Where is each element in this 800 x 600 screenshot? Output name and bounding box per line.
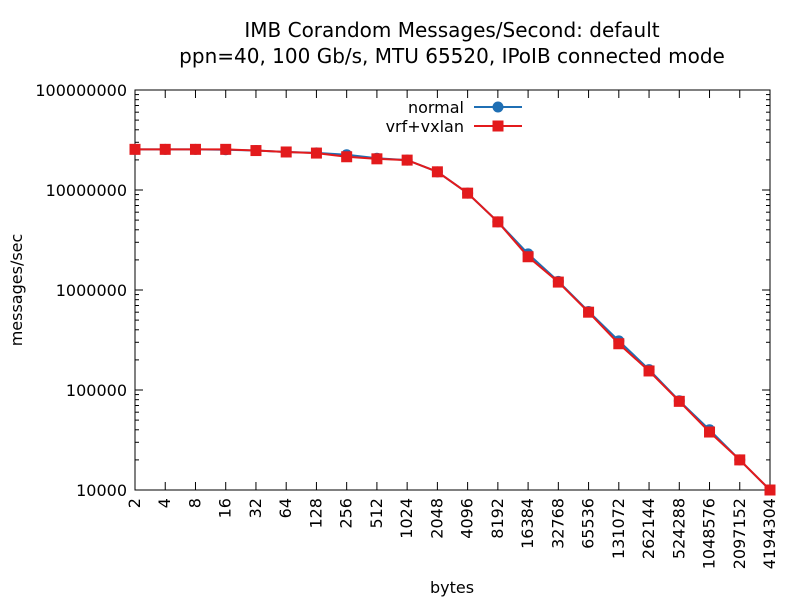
x-tick-label-5: 64 <box>276 498 295 518</box>
point-1-9 <box>401 154 413 166</box>
legend-marker-normal <box>492 101 504 113</box>
y-tick-label-1: 10000000 <box>46 181 127 200</box>
x-tick-label-2: 8 <box>185 498 204 508</box>
series-line-1 <box>135 148 771 491</box>
x-tick-label-13: 16384 <box>518 498 537 549</box>
legend-label-normal: normal <box>408 98 464 117</box>
point-1-7 <box>341 151 353 163</box>
point-1-13 <box>522 251 534 263</box>
y-tick-label-3: 100000 <box>66 381 127 400</box>
point-1-18 <box>673 395 685 407</box>
chart-subtitle: ppn=40, 100 Gb/s, MTU 65520, IPoIB conne… <box>179 44 725 68</box>
x-tick-label-14: 32768 <box>548 498 567 549</box>
legend-marker-vrf-vxlan <box>492 120 504 132</box>
x-tick-label-9: 1024 <box>397 498 416 539</box>
x-tick-label-4: 32 <box>246 498 265 518</box>
y-tick-label-4: 10000 <box>76 481 127 500</box>
plot-frame <box>134 89 771 491</box>
point-1-5 <box>280 146 292 158</box>
chart-title: IMB Corandom Messages/Second: default <box>244 18 659 42</box>
point-1-8 <box>371 153 383 165</box>
point-1-10 <box>431 166 443 178</box>
x-tick-label-0: 2 <box>125 498 144 508</box>
x-axis-label: bytes <box>430 578 474 597</box>
series-0 <box>129 143 776 496</box>
x-tick-label-20: 2097152 <box>730 498 749 569</box>
series-line-0 <box>135 148 771 491</box>
x-tick-label-7: 256 <box>337 498 356 529</box>
x-tick-label-19: 1048576 <box>700 498 719 569</box>
point-1-1 <box>159 143 171 155</box>
x-tick-label-12: 8192 <box>488 498 507 539</box>
point-1-3 <box>220 143 232 155</box>
point-1-14 <box>552 276 564 288</box>
point-1-2 <box>189 143 201 155</box>
x-tick-label-1: 4 <box>155 498 174 508</box>
x-tick-label-6: 128 <box>306 498 325 529</box>
x-tick-label-18: 524288 <box>669 498 688 559</box>
point-1-16 <box>613 338 625 350</box>
point-1-0 <box>129 143 141 155</box>
x-tick-label-15: 65536 <box>579 498 598 549</box>
point-1-19 <box>704 426 716 438</box>
x-tick-label-8: 512 <box>367 498 386 529</box>
point-1-17 <box>643 365 655 377</box>
x-tick-label-17: 262144 <box>639 498 658 559</box>
x-tick-label-21: 4194304 <box>760 498 779 569</box>
x-tick-label-10: 2048 <box>427 498 446 539</box>
point-1-15 <box>583 306 595 318</box>
point-1-20 <box>734 454 746 466</box>
y-tick-label-0: 100000000 <box>35 81 127 100</box>
series-1 <box>129 143 776 496</box>
x-tick-label-16: 131072 <box>609 498 628 559</box>
point-1-11 <box>462 187 474 199</box>
y-axis-label: messages/sec <box>7 234 26 347</box>
point-1-12 <box>492 216 504 228</box>
legend-label-vrf-vxlan: vrf+vxlan <box>386 117 464 136</box>
series-layer <box>129 143 776 496</box>
x-tick-label-3: 16 <box>216 498 235 518</box>
point-1-4 <box>250 145 262 157</box>
legend: normal vrf+vxlan <box>386 98 522 136</box>
y-tick-label-2: 1000000 <box>56 281 127 300</box>
point-1-6 <box>310 147 322 159</box>
point-1-21 <box>764 484 776 496</box>
x-tick-label-11: 4096 <box>458 498 477 539</box>
